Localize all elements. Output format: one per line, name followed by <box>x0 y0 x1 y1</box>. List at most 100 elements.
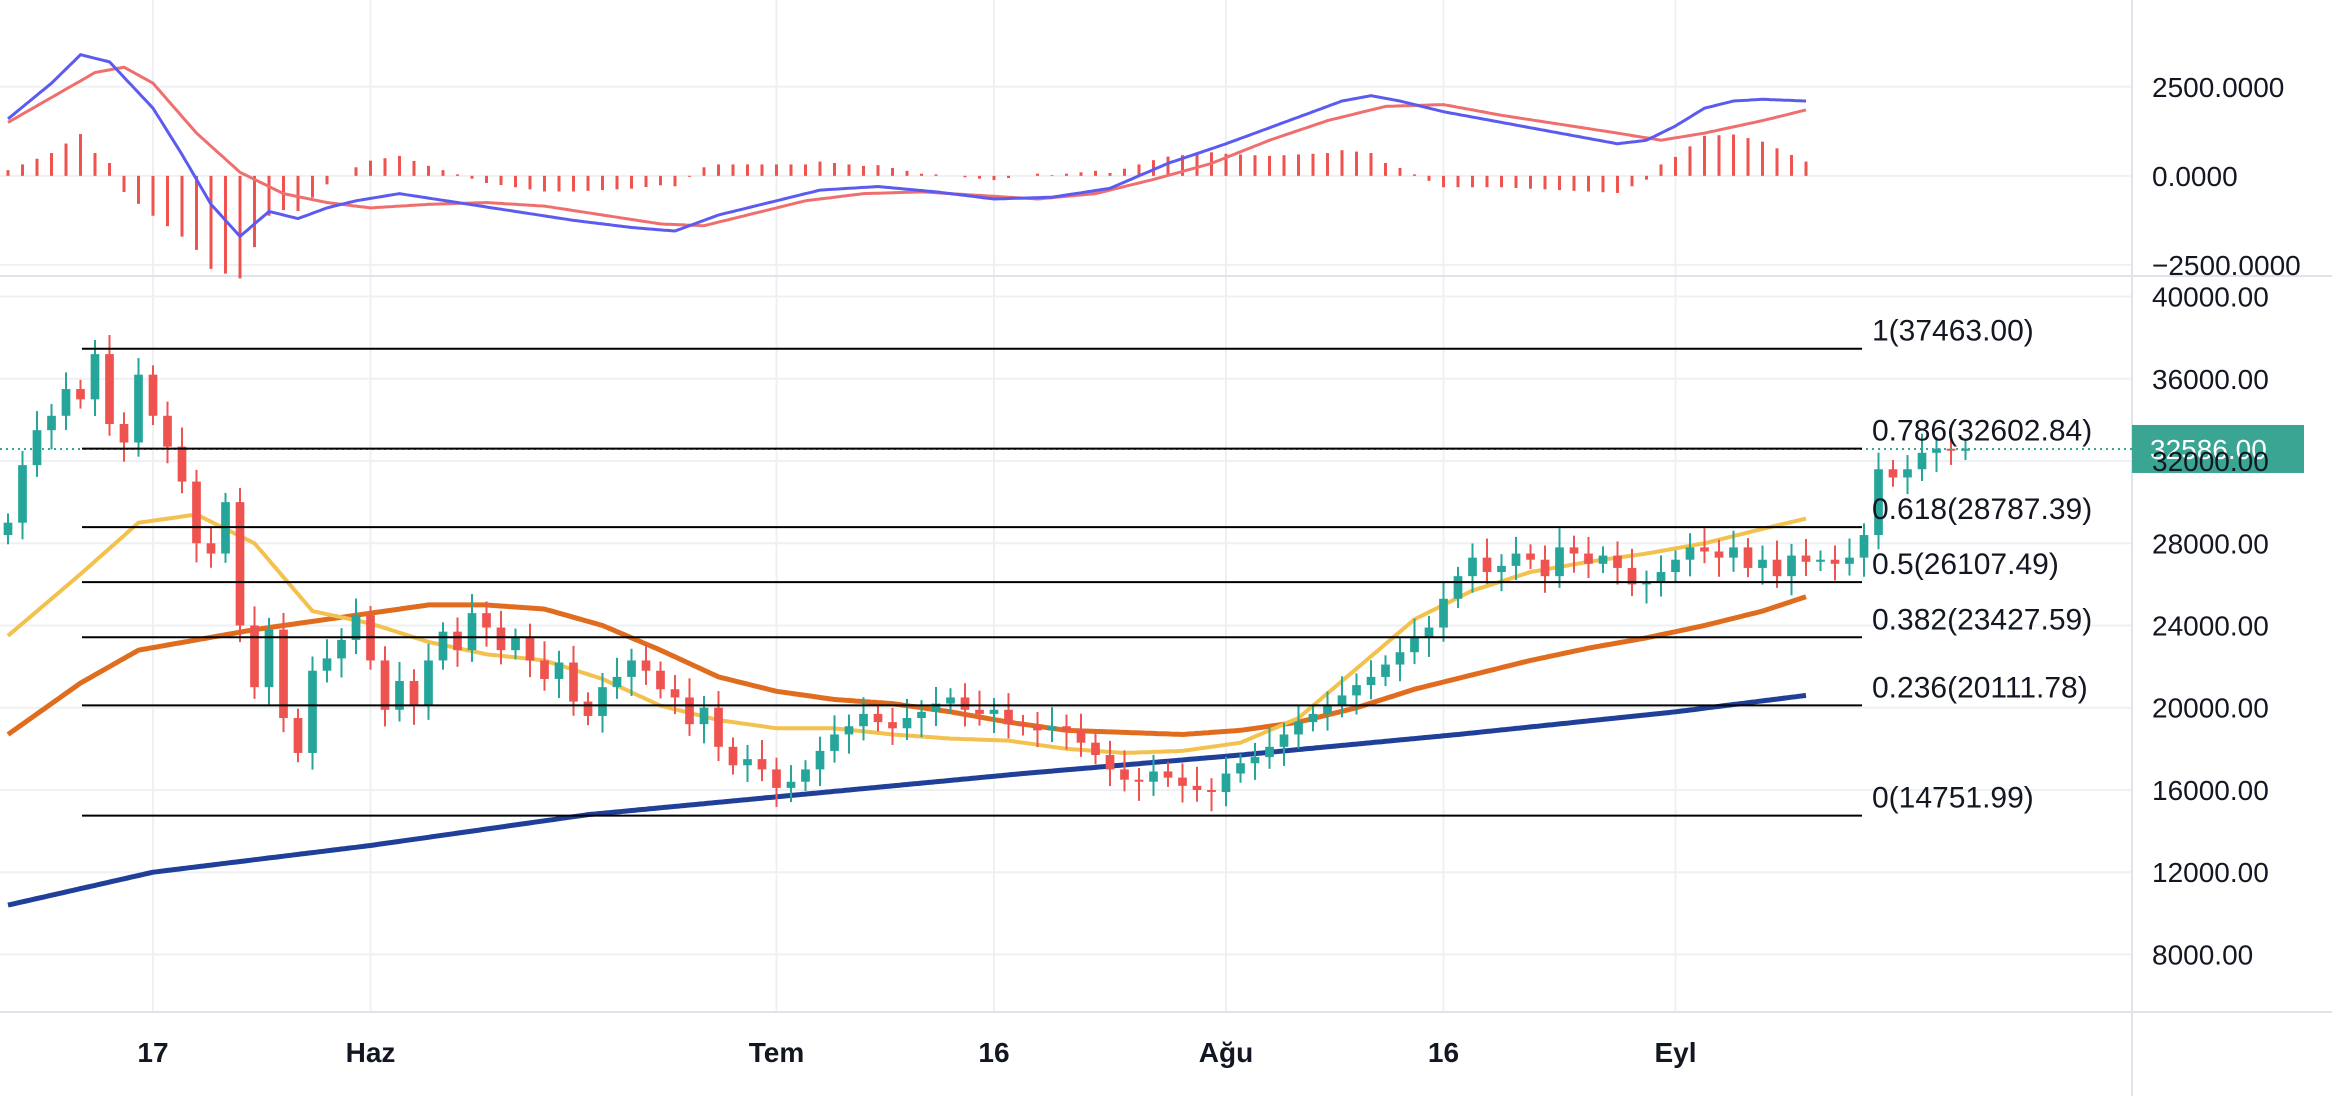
candle-body[interactable] <box>1961 448 1970 451</box>
candle-body[interactable] <box>177 446 187 482</box>
candle-body[interactable] <box>1018 724 1028 727</box>
candle-body[interactable] <box>1903 469 1912 478</box>
candle-body[interactable] <box>250 625 259 688</box>
candle-body[interactable] <box>525 637 535 661</box>
candle-body[interactable] <box>308 670 317 753</box>
candle-body[interactable] <box>1511 553 1521 566</box>
candle-body[interactable] <box>1265 746 1274 758</box>
candle-body[interactable] <box>1584 553 1593 564</box>
candle-body[interactable] <box>1540 559 1550 577</box>
candle-body[interactable] <box>656 670 665 690</box>
candle-body[interactable] <box>1830 559 1840 564</box>
candle-body[interactable] <box>583 701 593 716</box>
candle-body[interactable] <box>148 374 158 416</box>
candle-body[interactable] <box>496 627 506 651</box>
candle-body[interactable] <box>1787 555 1796 577</box>
price-pane[interactable] <box>0 335 2132 908</box>
candle-body[interactable] <box>1279 734 1289 747</box>
candle-body[interactable] <box>1845 557 1854 564</box>
candle-body[interactable] <box>467 613 477 651</box>
candle-body[interactable] <box>192 481 201 544</box>
candle-body[interactable] <box>728 746 738 766</box>
candle-body[interactable] <box>1758 559 1767 568</box>
candle-body[interactable] <box>134 374 143 443</box>
candle-body[interactable] <box>1236 763 1245 774</box>
candle-body[interactable] <box>1163 771 1173 778</box>
candle-body[interactable] <box>1598 555 1608 564</box>
candle-body[interactable] <box>1424 627 1434 638</box>
signal-line[interactable] <box>7 65 1807 228</box>
candle-body[interactable] <box>627 660 636 677</box>
candle-body[interactable] <box>1062 726 1071 731</box>
candle-body[interactable] <box>1859 535 1869 558</box>
candle-body[interactable] <box>1874 469 1883 536</box>
candle-body[interactable] <box>1366 676 1376 686</box>
candle-body[interactable] <box>1352 685 1361 696</box>
candle-body[interactable] <box>1656 572 1666 583</box>
candle-body[interactable] <box>801 769 810 782</box>
ma-long-line[interactable] <box>7 692 1807 908</box>
candle-body[interactable] <box>1120 769 1129 780</box>
candle-body[interactable] <box>685 697 694 725</box>
candle-body[interactable] <box>569 662 578 702</box>
candle-body[interactable] <box>1149 771 1158 782</box>
candle-body[interactable] <box>859 713 868 727</box>
candle-body[interactable] <box>1613 555 1622 568</box>
candle-body[interactable] <box>322 658 332 671</box>
candle-body[interactable] <box>1178 777 1187 786</box>
candle-body[interactable] <box>18 465 27 523</box>
candle-body[interactable] <box>3 522 13 536</box>
candle-body[interactable] <box>1526 553 1535 560</box>
candle-body[interactable] <box>1105 755 1115 770</box>
candle-body[interactable] <box>975 709 984 714</box>
candle-body[interactable] <box>1250 757 1260 764</box>
candle-body[interactable] <box>1714 551 1724 558</box>
candle-body[interactable] <box>264 629 274 688</box>
macd-pane[interactable] <box>6 53 1808 279</box>
candle-body[interactable] <box>76 389 85 400</box>
candle-body[interactable] <box>206 543 216 554</box>
candle-body[interactable] <box>424 660 433 706</box>
candle-body[interactable] <box>163 415 172 447</box>
candle-body[interactable] <box>453 631 462 651</box>
candle-body[interactable] <box>757 759 767 770</box>
candle-body[interactable] <box>1888 469 1898 478</box>
candle-body[interactable] <box>395 681 404 710</box>
candle-body[interactable] <box>714 707 723 747</box>
candle-body[interactable] <box>47 415 56 431</box>
candle-body[interactable] <box>1743 547 1753 568</box>
candle-body[interactable] <box>279 629 288 719</box>
candle-body[interactable] <box>772 769 781 788</box>
candle-body[interactable] <box>1729 547 1738 558</box>
candle-body[interactable] <box>598 687 607 716</box>
candle-body[interactable] <box>1323 705 1332 714</box>
candle-body[interactable] <box>641 660 651 671</box>
candle-body[interactable] <box>1700 547 1709 552</box>
last-price-tag[interactable] <box>2132 424 2304 473</box>
candle-body[interactable] <box>1497 565 1506 573</box>
candle-body[interactable] <box>1816 559 1825 562</box>
candle-body[interactable] <box>815 750 825 770</box>
candle-body[interactable] <box>351 615 361 640</box>
candle-body[interactable] <box>293 718 303 753</box>
candle-body[interactable] <box>337 639 346 659</box>
candle-body[interactable] <box>1671 559 1680 573</box>
candle-body[interactable] <box>699 707 709 725</box>
candle-body[interactable] <box>946 697 955 704</box>
candle-body[interactable] <box>1482 557 1492 573</box>
candle-body[interactable] <box>786 781 796 788</box>
candle-body[interactable] <box>917 711 926 719</box>
candle-body[interactable] <box>743 759 752 766</box>
candle-body[interactable] <box>1555 547 1564 577</box>
candle-body[interactable] <box>844 726 854 735</box>
candle-body[interactable] <box>1004 709 1013 725</box>
candle-body[interactable] <box>960 697 970 710</box>
candle-body[interactable] <box>902 718 912 729</box>
candle-body[interactable] <box>1685 547 1695 560</box>
candle-body[interactable] <box>1468 557 1477 577</box>
candle-body[interactable] <box>1134 779 1144 782</box>
fibonacci-retracement[interactable]: 1(37463.00) 0.786(32602.84) 0.618(28787.39… <box>82 315 2092 817</box>
candle-body[interactable] <box>1381 664 1390 677</box>
